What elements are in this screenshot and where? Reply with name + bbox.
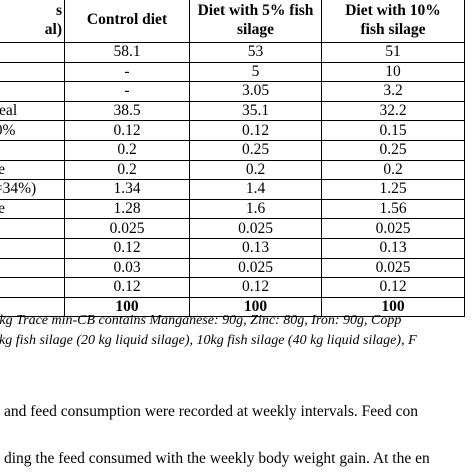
diet-10-header: Diet with 10% fish silage [321,0,465,43]
diet-5-cell: 100 [189,296,322,318]
control-diet-cell: 0.03 [64,257,190,279]
diet-5-cell: 0.25 [189,139,322,161]
control-diet-cell: 58.1 [64,42,190,63]
table-footnote-line-2: 5kg fish silage (20 kg liquid silage), 1… [0,333,417,348]
ingredient-cell: ate [0,159,65,181]
control-diet-cell: 0.12 [64,120,190,141]
diet-10-cell: 0.13 [321,237,465,259]
ingredient-cell: meal [0,100,65,122]
table-header-row: s al) Control diet Diet with 5% fish sil… [0,0,465,43]
diet-10-cell: 100 [321,296,465,318]
table-row: 50%0.120.120.15 [0,120,465,141]
table-row: 0.025 0.025 0.025 [0,218,465,239]
ingredient-cell [0,61,65,83]
control-diet-cell: 0.2 [64,159,190,181]
diet-5-cell: 53 [189,42,322,63]
table-row: ate0.20.20.2 [0,159,465,181]
diet-10-cell: 0.25 [321,139,465,161]
ingredient-cell [0,257,65,279]
diet-10-cell: 3.2 [321,81,465,102]
diet-10-cell: 0.2 [321,159,465,181]
diet-10-cell: 10 [321,61,465,83]
ingredient-cell [0,42,65,63]
diet-5-cell: 1.6 [189,198,322,220]
control-diet-cell: 0.2 [64,139,190,161]
diet-5-cell: 0.025 [189,218,322,239]
ingredient-cell: a=34%) [0,179,65,200]
diet-10-cell: 0.12 [321,277,465,298]
table-row: a=34%) 1.341.41.25 [0,179,465,200]
control-diet-cell: 1.34 [64,179,190,200]
diet-5-cell: 0.13 [189,237,322,259]
ingredient-cell [0,139,65,161]
ingredient-label: ate [0,200,5,217]
diet-5-cell: 0.12 [189,120,322,141]
ingredient-label: meal [0,102,18,120]
diet-5-cell: 5 [189,61,322,83]
diet-10-cell: 1.25 [321,179,465,200]
control-diet-cell: 0.12 [64,277,190,298]
diet-5-header: Diet with 5% fish silage [189,0,322,43]
body-paragraph-line-2: ding the feed consumed with the weekly b… [4,450,430,467]
ingredient-label: 50% [0,121,16,139]
diet-composition-table: s al) Control diet Diet with 5% fish sil… [0,0,465,318]
diet-10-cell: 0.025 [321,218,465,239]
table-row: 0.03 0.025 0.025 [0,257,465,279]
control-diet-cell: - [64,81,190,102]
diet-10-cell: 0.15 [321,120,465,141]
table-row: -5 10 [0,61,465,83]
diet-5-cell: 3.05 [189,81,322,102]
control-diet-cell: 1.28 [64,198,190,220]
control-diet-cell: - [64,61,190,83]
body-paragraph-line-1: and feed consumption were recorded at we… [4,403,419,420]
table-row: meal 38.535.132.2 [0,100,465,122]
ingredient-cell [0,237,65,259]
control-diet-cell: 38.5 [64,100,190,122]
diet-10-cell: 0.025 [321,257,465,279]
diet-10-cell: 32.2 [321,100,465,122]
table-row: 58.1 53 51 [0,42,465,63]
control-diet-cell: 0.12 [64,237,190,259]
table-footnote-line-1: / kg Trace min-CB contains Manganese: 90… [0,313,402,328]
control-diet-header: Control diet [64,0,190,43]
diet-10-cell: 1.56 [321,198,465,220]
table-row: 0.2 0.25 0.25 [0,139,465,161]
diet-5-cell: 0.2 [189,159,322,181]
control-diet-cell: 0.025 [64,218,190,239]
ingredient-cell: ate [0,198,65,220]
ingredient-cell [0,277,65,298]
diet-5-cell: 0.025 [189,257,322,279]
ingredient-cell [0,81,65,102]
diet-5-cell: 1.4 [189,179,322,200]
control-diet-cell: 100 [64,296,190,318]
ingredient-cell [0,218,65,239]
ingredient-column-header: s al) [0,0,65,43]
table-row: 0.12 0.13 0.13 [0,237,465,259]
ingredient-cell: 50% [0,120,65,141]
diet-5-cell: 0.12 [189,277,322,298]
table-row: 0.12 0.12 0.12 [0,277,465,298]
ingredient-label: ate [0,161,5,178]
table-row: -3.05 3.2 [0,81,465,102]
table-total-row: 100 100 100 [0,296,465,318]
diet-5-cell: 35.1 [189,100,322,122]
diet-10-cell: 51 [321,42,465,63]
table-row: ate 1.281.61.56 [0,198,465,220]
ingredient-label: a=34%) [0,180,37,198]
